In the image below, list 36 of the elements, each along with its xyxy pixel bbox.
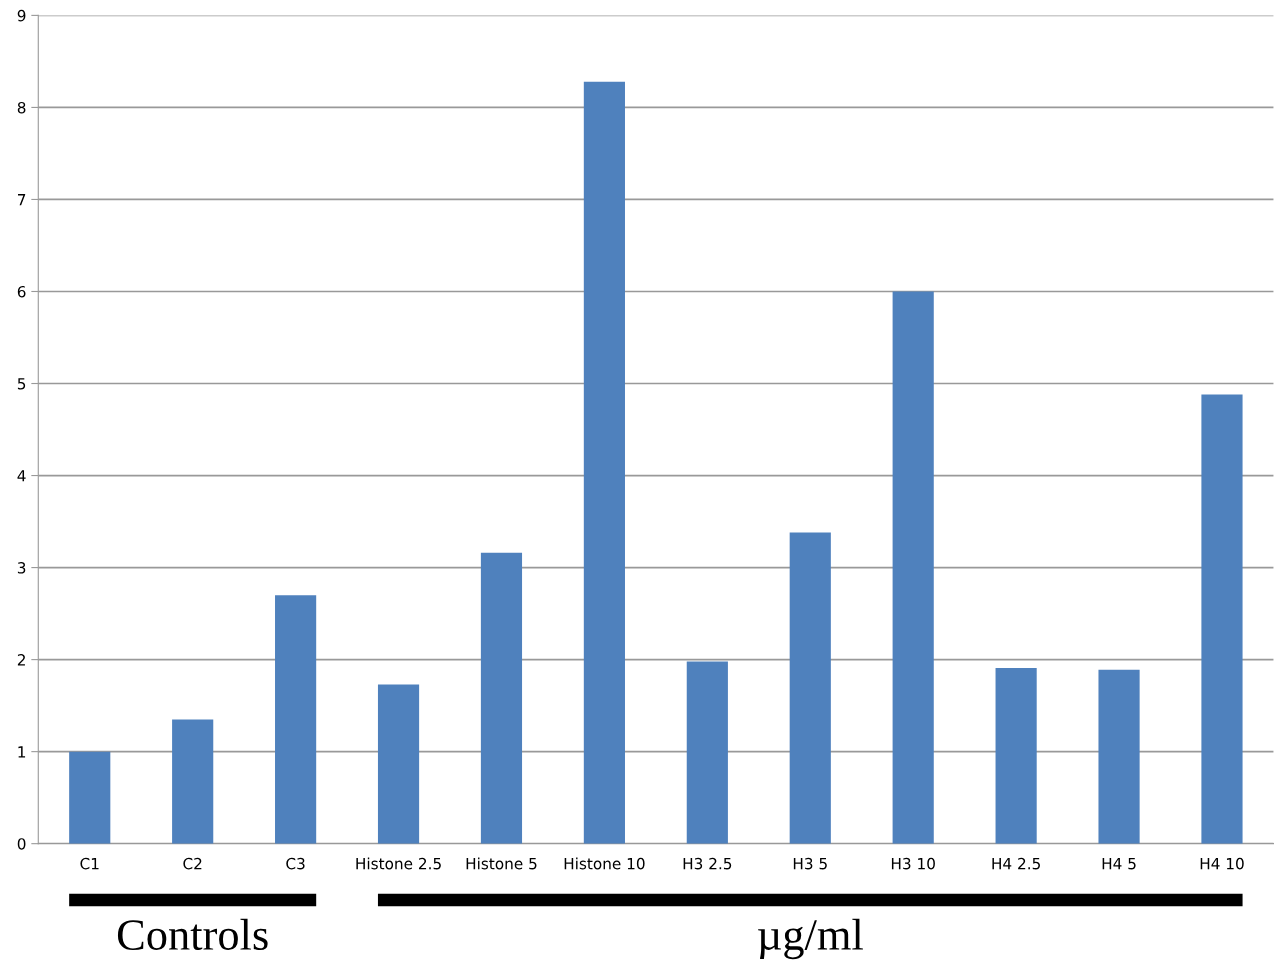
y-tick-label: 0 [17, 838, 26, 850]
bar [995, 667, 1037, 844]
bar [1098, 669, 1140, 844]
x-tick-label: Histone 10 [564, 857, 645, 870]
bar [686, 661, 728, 844]
bar [789, 532, 831, 844]
x-tick-label: H3 10 [891, 857, 935, 870]
text: Controls [117, 918, 268, 951]
bar [480, 552, 523, 844]
x-tick-label: H3 5 [793, 857, 827, 870]
bar [892, 291, 934, 844]
x-tick-label: Histone 5 [466, 857, 537, 870]
text: µg/ml [758, 918, 863, 960]
x-tick-label: H4 10 [1200, 857, 1244, 870]
x-tick-label: H3 2.5 [683, 857, 732, 870]
y-tick-label: 1 [18, 746, 26, 758]
x-tick-label: Histone 2.5 [356, 857, 441, 870]
y-tick-label: 5 [17, 378, 26, 390]
bar [69, 751, 111, 844]
y-tick-label: 4 [17, 470, 26, 482]
y-tick-label: 7 [18, 194, 26, 206]
y-tick-label: 2 [17, 654, 25, 666]
x-tick-label: C3 [286, 857, 305, 870]
y-tick-label: 3 [17, 562, 26, 574]
x-tick-label: H4 5 [1102, 858, 1136, 870]
y-tick-label: 6 [17, 285, 26, 298]
bar [172, 719, 214, 844]
bar [275, 595, 317, 844]
bar [583, 81, 625, 844]
bar [377, 684, 420, 844]
y-tick-label: 9 [17, 9, 26, 22]
bar [1201, 394, 1243, 844]
x-tick-label: C1 [80, 857, 99, 870]
x-tick-label: H4 2.5 [992, 857, 1040, 870]
x-tick-label: C2 [183, 857, 202, 870]
y-tick-label: 8 [17, 101, 26, 114]
